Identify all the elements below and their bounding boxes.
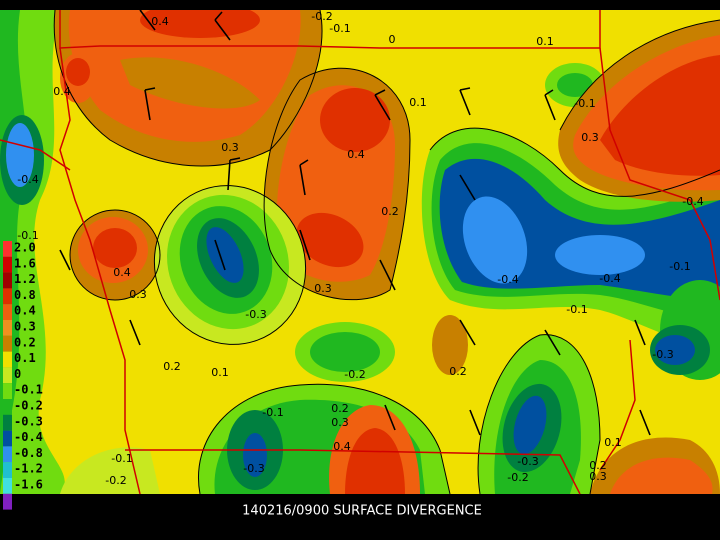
contour-label: -0.1: [17, 229, 38, 242]
contour-label: -0.1: [669, 260, 690, 273]
contour-label: 0.4: [151, 15, 169, 28]
contour-label: -0.1: [262, 406, 283, 419]
legend-swatch: [3, 478, 12, 494]
contour-label: 0.4: [347, 148, 365, 161]
contour-label: -0.3: [243, 462, 264, 475]
contour-label: -0.2: [507, 471, 528, 484]
legend-label: 0.8: [14, 288, 36, 302]
contour-label: 0.4: [53, 85, 71, 98]
contour-label: -0.2: [105, 474, 126, 487]
contour-label: 0.3: [581, 131, 599, 144]
legend-swatch: [3, 430, 12, 447]
contour-label: 0.4: [113, 266, 131, 279]
contour-label: -0.3: [517, 455, 538, 468]
contour-label: 0.3: [221, 141, 239, 154]
contour-label: -0.4: [682, 195, 703, 208]
legend-label: 0.2: [14, 335, 36, 349]
contour-label: -0.3: [652, 348, 673, 361]
legend-label: -0.3: [14, 414, 43, 428]
legend-label: 0.4: [14, 304, 36, 318]
contour-label: 0.3: [589, 470, 607, 483]
contour-label: 0.3: [129, 288, 147, 301]
contour-label: 0.3: [331, 416, 349, 429]
legend-swatch: [3, 399, 12, 415]
legend-label: 1.2: [14, 272, 36, 286]
legend-swatch: [3, 256, 12, 273]
legend-label: -0.8: [14, 446, 43, 460]
legend-swatch: [3, 241, 12, 257]
legend-swatch: [3, 304, 12, 320]
legend-swatch: [3, 462, 12, 478]
legend-label: -0.1: [14, 383, 43, 397]
contour-label: 0.2: [449, 365, 467, 378]
contour-label: 0.2: [589, 459, 607, 472]
contour-label: -0.1: [574, 97, 595, 110]
legend-label: -1.6: [14, 478, 43, 492]
legend-label: 0: [14, 367, 21, 381]
legend-label: 0.1: [14, 351, 36, 365]
contour-label: 0.2: [163, 360, 181, 373]
contour-label: 0.1: [409, 96, 427, 109]
contour-label: 0.1: [211, 366, 229, 379]
legend-label: 1.6: [14, 256, 36, 270]
wind-barbs: [59, 4, 651, 436]
legend-swatch: [3, 288, 12, 305]
contour-label: 0: [389, 33, 396, 46]
contour-label: -0.2: [344, 368, 365, 381]
legend-swatch: [3, 351, 12, 368]
state-borders: [0, 10, 720, 495]
legend-label: -0.2: [14, 399, 43, 413]
legend-swatch: [3, 493, 12, 510]
contour-label: 0.2: [381, 205, 399, 218]
contours: [53, 10, 720, 494]
legend: 2.01.6 1.2 0.8 0.4 0.30.2 0.1 0 -0.1 -0.2-0.3 -0.…: [3, 241, 43, 510]
contour-label: 0.2: [331, 402, 349, 415]
legend-label: 2.0: [14, 241, 36, 255]
caption: 140216/0900 SURFACE DIVERGENCE: [242, 504, 482, 519]
contour-label: -0.1: [566, 303, 587, 316]
legend-label: -1.2: [14, 462, 43, 476]
contour-label: 0.4: [333, 440, 351, 453]
contour-label: 0.1: [536, 35, 554, 48]
contour-label: -0.1: [111, 452, 132, 465]
legend-swatch: [3, 335, 12, 352]
contour-label: -0.3: [245, 308, 266, 321]
legend-label: -0.4: [14, 430, 43, 444]
legend-swatch: [3, 272, 12, 289]
divergence-field: [0, 10, 720, 494]
contour-label: 0.3: [314, 282, 332, 295]
contour-label: 0.1: [604, 436, 622, 449]
contour-label: -0.4: [497, 273, 518, 286]
legend-swatch: [3, 446, 12, 463]
contour-labels: 0.4 -0.2-0.10 0.10.40.1 -0.10.30.40.2-0.4-0…: [17, 10, 703, 487]
legend-swatch: [3, 320, 12, 336]
legend-label: -2.0: [14, 493, 43, 507]
contour-label: -0.2: [311, 10, 332, 23]
legend-swatch: [3, 383, 12, 399]
contour-label: -0.4: [599, 272, 620, 285]
legend-swatch: [3, 367, 12, 384]
contour-label: -0.1: [329, 22, 350, 35]
legend-label: 0.3: [14, 320, 36, 334]
contour-label: -0.4: [17, 173, 38, 186]
legend-swatch: [3, 414, 12, 431]
